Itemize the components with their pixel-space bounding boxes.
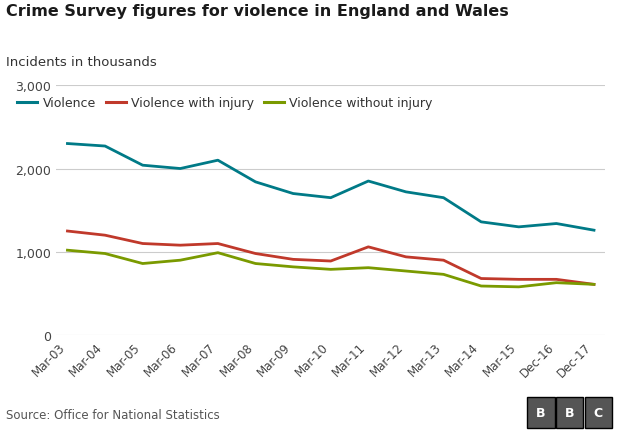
Legend: Violence, Violence with injury, Violence without injury: Violence, Violence with injury, Violence… [12, 92, 437, 115]
Text: B: B [565, 406, 575, 419]
Text: Crime Survey figures for violence in England and Wales: Crime Survey figures for violence in Eng… [6, 4, 509, 19]
Text: B: B [536, 406, 546, 419]
Text: Source: Office for National Statistics: Source: Office for National Statistics [6, 408, 220, 421]
Text: Incidents in thousands: Incidents in thousands [6, 56, 157, 69]
Text: C: C [594, 406, 603, 419]
